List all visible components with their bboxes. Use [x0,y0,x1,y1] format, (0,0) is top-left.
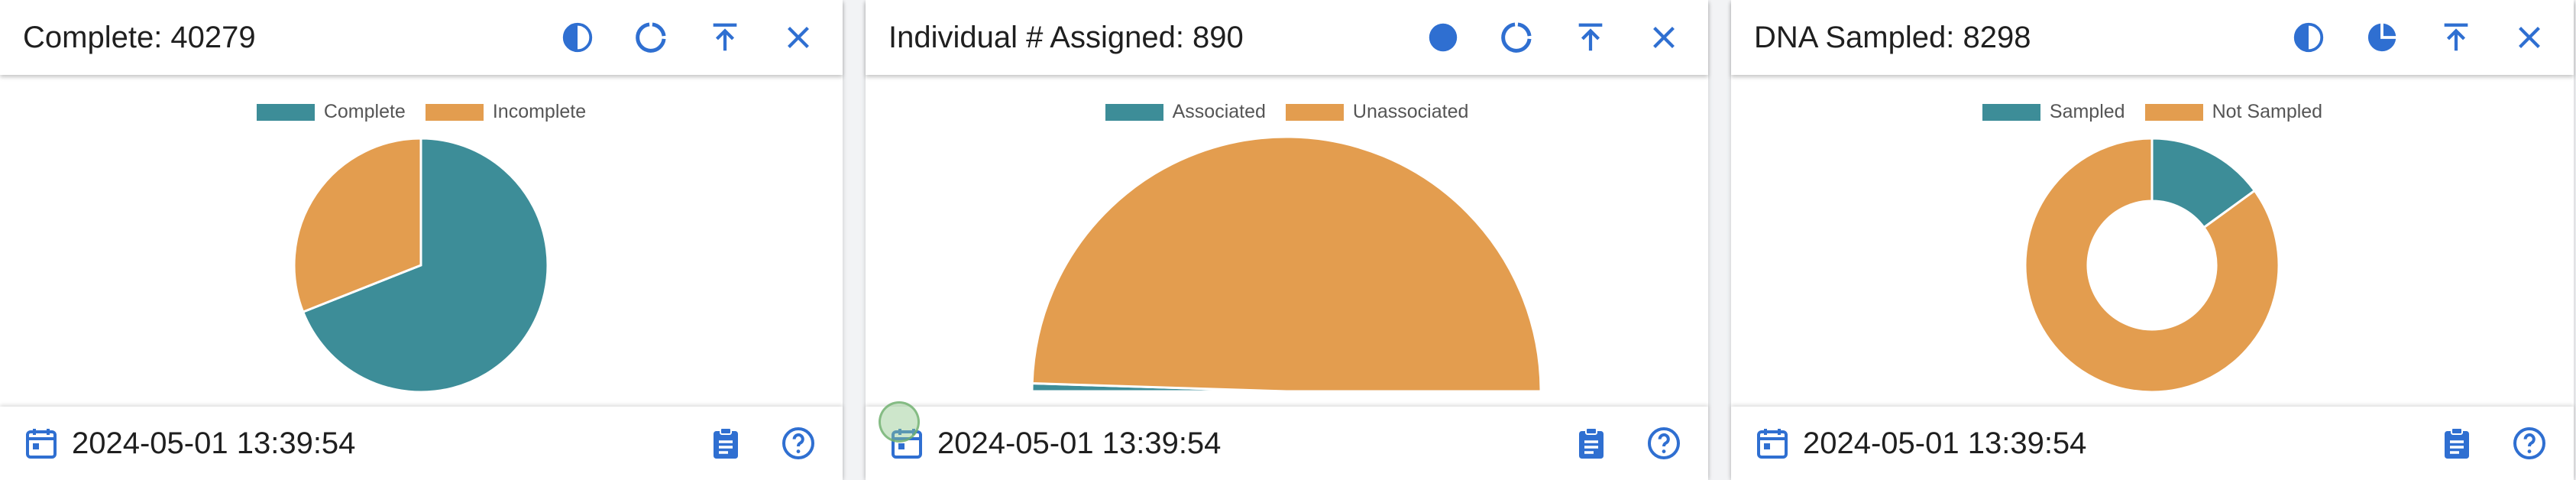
donut-chart [2024,137,2280,394]
card-title: DNA Sampled: 8298 [1754,21,2031,54]
legend-label: Associated [1172,101,1266,122]
legend-swatch [425,103,484,121]
close-icon[interactable] [2508,16,2551,59]
legend-item-associated[interactable]: Associated [1105,101,1266,123]
pie-slice-unassociated[interactable] [1031,135,1542,393]
contrast-icon[interactable] [2287,16,2330,59]
card-header: Individual # Assigned: 890 [866,0,1708,75]
dna-sampled-card: DNA Sampled: 8298 Sampled Not Sampled [1731,0,2574,480]
legend-item-complete[interactable]: Complete [256,101,406,123]
help-icon[interactable] [1644,423,1684,463]
legend-swatch [2144,103,2203,121]
legend-swatch [1285,103,1344,121]
pie-slice-complete[interactable] [301,137,549,394]
close-icon[interactable] [777,16,820,59]
legend-swatch [1105,103,1163,121]
legend-swatch [256,103,315,121]
card-header: DNA Sampled: 8298 [1731,0,2574,75]
clipboard-icon[interactable] [1571,423,1611,463]
chart-legend: Sampled Not Sampled [1731,101,2574,123]
half-pie-chart [1031,135,1542,393]
legend-item-not-sampled[interactable]: Not Sampled [2144,101,2323,123]
ring-chart-icon[interactable] [1495,16,1538,59]
card-footer: 2024-05-01 13:39:54 [1731,407,2574,480]
last-updated-date: 2024-05-01 13:39:54 [72,426,356,460]
mouse-cursor-indicator [879,401,920,443]
export-icon[interactable] [2435,16,2477,59]
pie-slice-incomplete[interactable] [293,137,422,314]
card-title: Complete: 40279 [23,21,256,54]
legend-label: Not Sampled [2212,101,2323,122]
close-icon[interactable] [1642,16,1685,59]
card-title: Individual # Assigned: 890 [888,21,1244,54]
legend-swatch [1982,103,2040,121]
legend-item-incomplete[interactable]: Incomplete [425,101,587,123]
legend-label: Unassociated [1352,101,1469,122]
card-footer: 2024-05-01 13:39:54 [0,407,843,480]
card-footer: 2024-05-01 13:39:54 [866,407,1708,480]
chart-legend: Associated Unassociated [866,101,1708,123]
complete-card: Complete: 40279 Complete Incomplete [0,0,843,480]
contrast-icon[interactable] [556,16,599,59]
calendar-icon [1754,425,1792,463]
pie-chart [293,137,549,394]
pie-chart-icon[interactable] [2361,16,2403,59]
help-icon[interactable] [778,423,818,463]
pie-slice-not-sampled[interactable] [2024,137,2280,394]
individual-assigned-card: Individual # Assigned: 890 Associated Un… [866,0,1708,480]
last-updated-date: 2024-05-01 13:39:54 [1803,426,2087,460]
card-header: Complete: 40279 [0,0,843,75]
export-icon[interactable] [704,16,746,59]
legend-item-sampled[interactable]: Sampled [1982,101,2125,123]
legend-item-unassociated[interactable]: Unassociated [1285,101,1469,123]
help-icon[interactable] [2510,423,2549,463]
ring-chart-icon[interactable] [629,16,672,59]
legend-label: Incomplete [492,101,587,122]
last-updated-date: 2024-05-01 13:39:54 [937,426,1222,460]
export-icon[interactable] [1569,16,1612,59]
legend-label: Complete [323,101,406,122]
circle-icon[interactable] [1422,16,1464,59]
clipboard-icon[interactable] [2437,423,2477,463]
clipboard-icon[interactable] [706,423,746,463]
chart-legend: Complete Incomplete [0,101,843,123]
calendar-icon [23,425,61,463]
legend-label: Sampled [2049,101,2125,122]
